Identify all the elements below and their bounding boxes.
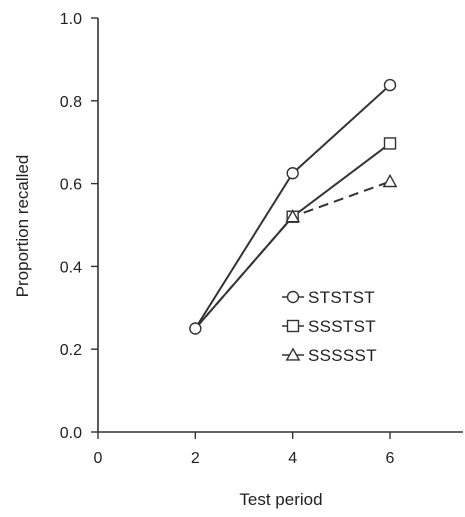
data-point-ststst <box>189 322 202 335</box>
data-point-ssssst <box>382 173 398 188</box>
data-point-ssssst <box>285 209 301 223</box>
x-tick-label: 2 <box>191 450 200 467</box>
y-tick-label: 0.4 <box>60 259 82 276</box>
legend-label: STSTST <box>308 288 375 307</box>
y-tick-label: 1.0 <box>60 11 82 28</box>
y-tick-label: 0.2 <box>60 342 82 359</box>
y-tick-label: 0.8 <box>60 94 82 111</box>
series-markers <box>189 78 398 335</box>
x-axis-ticks: 0 2 4 6 <box>94 432 395 467</box>
x-tick-label: 0 <box>94 450 103 467</box>
y-tick-label: 0.0 <box>60 425 82 442</box>
x-axis-title: Test period <box>239 490 322 509</box>
data-point-ststst <box>383 78 397 92</box>
y-tick-label: 0.6 <box>60 177 82 194</box>
legend-marker-square <box>286 319 300 333</box>
legend-marker-circle <box>286 290 300 304</box>
x-tick-label: 6 <box>386 450 395 467</box>
x-tick-label: 4 <box>288 450 297 467</box>
data-point-ststst <box>286 167 299 180</box>
axes <box>97 18 463 433</box>
legend-label: SSSSST <box>308 346 377 365</box>
legend: STSTST SSSTST SSSSST <box>282 288 377 365</box>
legend-label: SSSTST <box>308 317 376 336</box>
legend-marker-triangle <box>285 347 301 361</box>
y-axis-ticks: 0.0 0.2 0.4 0.6 0.8 1.0 <box>60 11 98 442</box>
y-axis-title: Proportion recalled <box>13 155 32 298</box>
data-point-ssstst <box>383 137 397 150</box>
